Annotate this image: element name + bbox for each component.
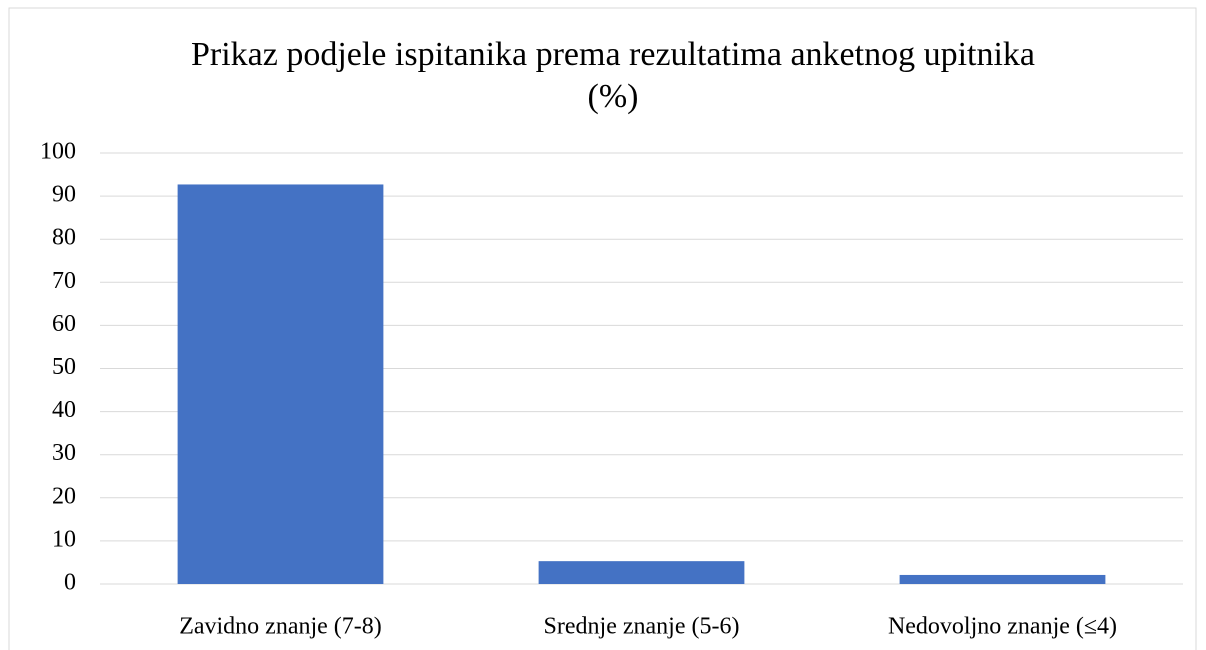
y-tick-label: 50 bbox=[52, 354, 76, 380]
y-tick-label: 30 bbox=[52, 440, 76, 466]
y-tick-label: 80 bbox=[52, 225, 76, 251]
x-tick-label: Zavidno znanje (7-8) bbox=[179, 614, 382, 640]
bar bbox=[899, 574, 1106, 584]
y-tick-label: 90 bbox=[52, 182, 76, 208]
y-tick-label: 70 bbox=[52, 268, 76, 294]
y-tick-label: 60 bbox=[52, 311, 76, 337]
x-tick-label: Srednje znanje (5-6) bbox=[544, 614, 740, 640]
y-tick-label: 20 bbox=[52, 483, 76, 509]
chart-frame bbox=[8, 7, 1197, 650]
bar bbox=[538, 561, 745, 584]
y-tick-label: 0 bbox=[64, 570, 76, 596]
bar bbox=[177, 184, 384, 584]
y-tick-label: 100 bbox=[40, 139, 76, 165]
y-tick-label: 10 bbox=[52, 526, 76, 552]
chart-title: Prikaz podjele ispitanika prema rezultat… bbox=[190, 36, 1036, 115]
x-tick-label: Nedovoljno znanje (≤4) bbox=[888, 614, 1117, 640]
y-tick-label: 40 bbox=[52, 397, 76, 423]
